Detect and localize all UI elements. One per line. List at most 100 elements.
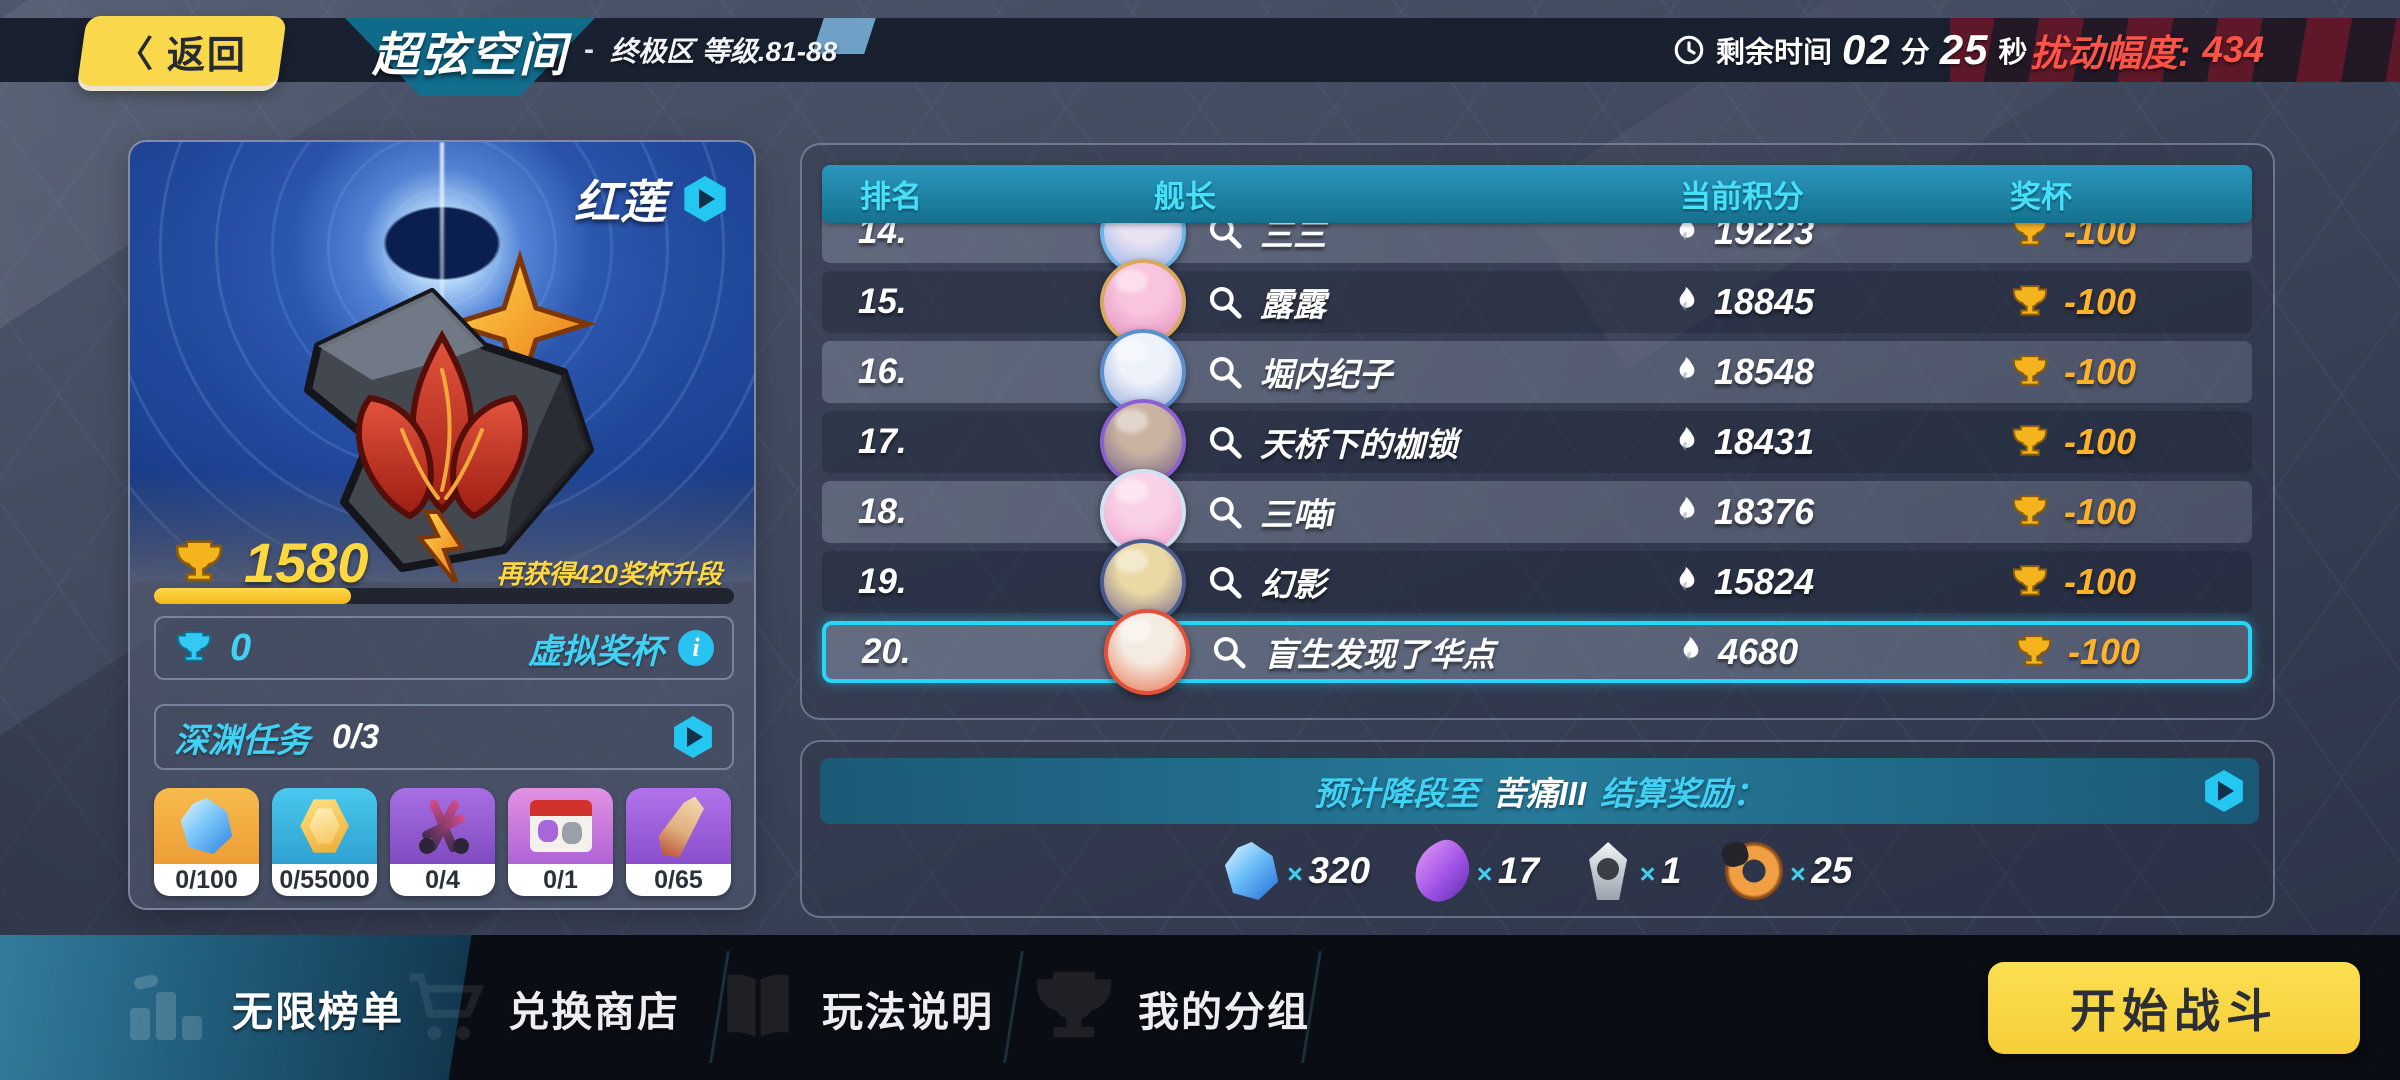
row-trophy-delta: -100 bbox=[2064, 421, 2137, 462]
abyss-task-label: 深渊任务 bbox=[174, 721, 310, 760]
tab-label: 兑换商店 bbox=[508, 988, 680, 1035]
page-title: 超弦空间 - 终极区 等级.81-88 bbox=[372, 18, 837, 82]
disturbance-stripes-decor bbox=[1950, 18, 2400, 82]
leaderboard-row[interactable]: 20. 盲生发现了华点 4680 -100 bbox=[822, 609, 2252, 695]
score-flame-icon bbox=[1683, 636, 1699, 661]
disturbance-label: 扰动幅度: bbox=[2030, 33, 2191, 74]
abyss-task-progress: 0/3 bbox=[332, 717, 380, 756]
tab-infinite-leaderboard[interactable]: 无限榜单 bbox=[118, 935, 404, 1080]
abyss-task-play-button[interactable] bbox=[674, 716, 712, 758]
row-trophy-delta: -100 bbox=[2064, 491, 2137, 532]
search-icon[interactable] bbox=[1206, 353, 1244, 391]
disturbance-value: 434 bbox=[2202, 29, 2265, 70]
leaderboard-header: 排名 舰长 当前积分 奖杯 bbox=[822, 165, 2252, 223]
header-score: 当前积分 bbox=[1680, 179, 1804, 215]
leaderboard-row[interactable]: 17. 天桥下的枷锁 18431 -100 bbox=[822, 399, 2252, 485]
leaderboard-row[interactable]: 18. 三喵i 18376 -100 bbox=[822, 469, 2252, 555]
abyss-task-panel[interactable]: 深渊任务 0/3 bbox=[154, 704, 734, 770]
trophy-icon bbox=[2012, 285, 2048, 316]
item-crystal[interactable]: 0/100 bbox=[154, 788, 259, 896]
row-score: 18548 bbox=[1714, 351, 1815, 392]
tier-play-button[interactable] bbox=[684, 176, 726, 222]
portal-artwork: 红莲 bbox=[130, 142, 754, 582]
search-icon[interactable] bbox=[1206, 563, 1244, 601]
tab-exchange-shop[interactable]: 兑换商店 bbox=[398, 935, 680, 1080]
upgrade-hint: 再获得420奖杯升段 bbox=[496, 559, 722, 589]
search-icon[interactable] bbox=[1206, 493, 1244, 531]
info-icon[interactable]: i bbox=[678, 630, 714, 666]
rewards-items-row: × 320 × 17 × 1 × 25 bbox=[802, 834, 2273, 908]
row-captain-name: 堀内纪子 bbox=[1260, 356, 1392, 393]
row-score: 15824 bbox=[1714, 561, 1815, 602]
item-coin[interactable]: 0/55000 bbox=[272, 788, 377, 896]
leaderboard-row[interactable]: 15. 露露 18845 -100 bbox=[822, 259, 2252, 345]
leaderboard-row[interactable]: 19. 幻影 15824 -100 bbox=[822, 539, 2252, 625]
tab-my-group[interactable]: 我的分组 bbox=[1028, 935, 1310, 1080]
search-icon[interactable] bbox=[1210, 633, 1248, 671]
reward-soul: × 17 bbox=[1406, 834, 1540, 908]
avatar bbox=[1104, 609, 1190, 695]
score-flame-icon bbox=[1679, 566, 1695, 591]
leaderboard-rows: 14. 三三 19223 -100 15. 露露 bbox=[822, 189, 2252, 695]
demotion-banner: 预计降段至 苦痛III 结算奖励： bbox=[820, 758, 2259, 824]
header-rank: 排名 bbox=[860, 179, 922, 215]
tab-label: 无限榜单 bbox=[232, 988, 404, 1035]
reward-crystal: × 320 bbox=[1223, 842, 1370, 900]
row-rank: 20. bbox=[862, 632, 911, 671]
header-captain: 舰长 bbox=[1154, 179, 1216, 215]
score-flame-icon bbox=[1679, 426, 1695, 451]
virtual-trophy-label: 虚拟奖杯 bbox=[528, 632, 664, 671]
header-trophy: 奖杯 bbox=[2010, 179, 2072, 215]
trophy-icon bbox=[2012, 565, 2048, 596]
times-sign: × bbox=[1789, 858, 1806, 889]
demotion-prefix: 预计降段至 bbox=[1313, 775, 1479, 812]
row-captain-name: 幻影 bbox=[1260, 566, 1326, 603]
reward-soul-count: 17 bbox=[1497, 850, 1540, 891]
item-keys[interactable]: 0/4 bbox=[390, 788, 495, 896]
row-captain-name: 三喵i bbox=[1260, 496, 1336, 533]
row-rank: 19. bbox=[858, 562, 907, 601]
tier-emblem-icon bbox=[304, 250, 597, 582]
row-captain-name: 露露 bbox=[1260, 286, 1326, 323]
back-button[interactable]: 〈 返回 bbox=[77, 16, 287, 86]
item-coin-count: 0/55000 bbox=[272, 864, 377, 896]
reward-emblem: × 1 bbox=[1583, 842, 1681, 900]
reward-coil: × 25 bbox=[1718, 835, 1853, 907]
play-icon bbox=[687, 727, 703, 747]
rewards-play-button[interactable] bbox=[2205, 770, 2243, 812]
rewards-panel: 预计降段至 苦痛III 结算奖励： × 320 × 17 × 1 bbox=[800, 740, 2275, 918]
row-score: 4680 bbox=[1718, 631, 1799, 672]
item-chest[interactable]: 0/1 bbox=[508, 788, 613, 896]
keys-icon bbox=[413, 796, 473, 856]
start-battle-button[interactable]: 开始战斗 bbox=[1988, 962, 2360, 1054]
book-icon bbox=[727, 974, 789, 1039]
trophy-icon bbox=[2012, 215, 2048, 246]
tab-gameplay-guide[interactable]: 玩法说明 bbox=[712, 935, 994, 1080]
reward-coil-count: 25 bbox=[1811, 850, 1853, 891]
item-blade[interactable]: 0/65 bbox=[626, 788, 731, 896]
trophy-icon bbox=[2012, 355, 2048, 386]
blade-icon bbox=[652, 793, 704, 859]
search-icon[interactable] bbox=[1206, 423, 1244, 461]
score-flame-icon bbox=[1679, 496, 1695, 521]
search-icon[interactable] bbox=[1206, 283, 1244, 321]
row-trophy-delta: -100 bbox=[2068, 631, 2141, 672]
times-sign: × bbox=[1286, 858, 1303, 889]
emblem-icon bbox=[1589, 842, 1628, 900]
timer-label: 剩余时间 bbox=[1716, 37, 1833, 69]
bottom-tab-bar: 无限榜单 兑换商店 玩法说明 我的分组 开始战斗 bbox=[0, 935, 2400, 1080]
leaderboard-row[interactable]: 16. 堀内纪子 18548 -100 bbox=[822, 329, 2252, 415]
item-keys-count: 0/4 bbox=[390, 864, 495, 896]
resource-items-row: 0/100 0/55000 0/4 0/1 0/65 bbox=[154, 788, 734, 896]
trophy-icon bbox=[175, 539, 223, 581]
page-title-separator: - bbox=[584, 33, 594, 66]
crystal-icon bbox=[1224, 842, 1279, 900]
timer-sec-unit: 秒 bbox=[1998, 37, 2028, 69]
times-sign: × bbox=[1639, 858, 1655, 889]
row-rank: 16. bbox=[858, 352, 907, 391]
crystal-icon bbox=[180, 798, 233, 854]
item-crystal-count: 0/100 bbox=[154, 864, 259, 896]
page-title-main: 超弦空间 bbox=[372, 27, 568, 81]
trophy-icon bbox=[2012, 495, 2048, 526]
